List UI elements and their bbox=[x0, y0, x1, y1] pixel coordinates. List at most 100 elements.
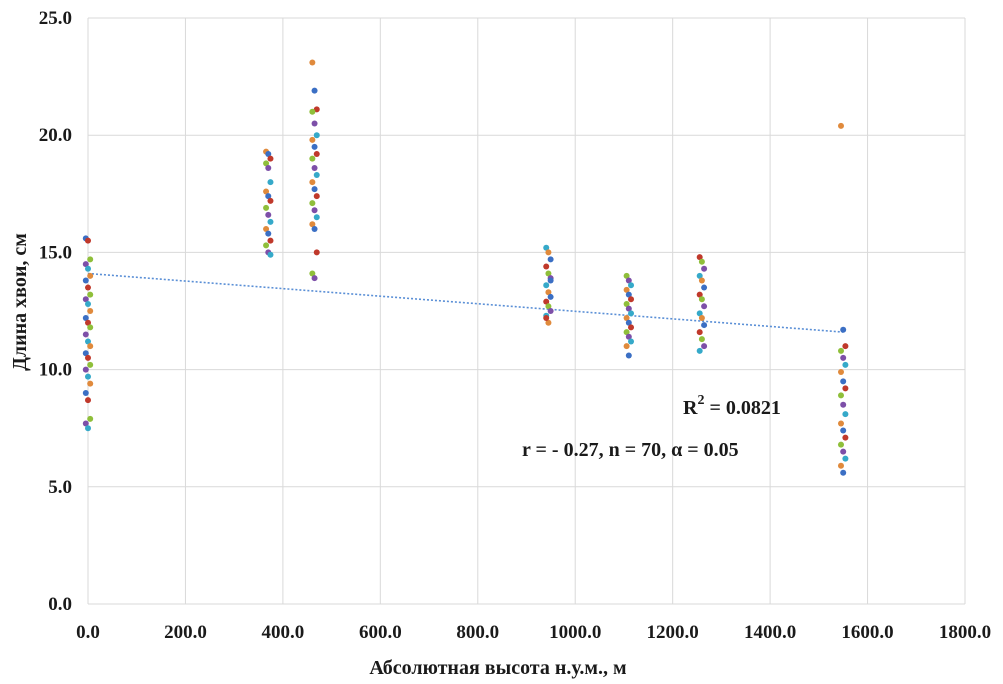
x-tick-label: 1000.0 bbox=[549, 622, 601, 643]
data-point bbox=[309, 59, 316, 66]
data-point bbox=[837, 368, 844, 375]
data-point bbox=[623, 329, 630, 336]
x-tick-label: 800.0 bbox=[456, 622, 499, 643]
data-point bbox=[698, 258, 705, 265]
data-point bbox=[265, 211, 272, 218]
data-point bbox=[837, 392, 844, 399]
data-point bbox=[842, 411, 849, 418]
data-point bbox=[85, 284, 91, 291]
data-point bbox=[309, 179, 316, 186]
data-point bbox=[85, 300, 91, 307]
data-point bbox=[837, 420, 844, 427]
data-point bbox=[267, 218, 274, 225]
r2-label: R bbox=[683, 397, 698, 419]
data-point bbox=[840, 401, 847, 408]
data-point bbox=[87, 415, 94, 422]
x-axis-title: Абсолютная высота н.у.м., м bbox=[369, 657, 626, 679]
data-point bbox=[698, 296, 705, 303]
data-point bbox=[309, 221, 316, 228]
data-point bbox=[545, 319, 552, 326]
data-point bbox=[85, 237, 91, 244]
data-point bbox=[625, 291, 632, 298]
data-point bbox=[87, 343, 94, 350]
data-point bbox=[82, 315, 89, 322]
data-point bbox=[267, 251, 274, 258]
data-point bbox=[628, 310, 635, 317]
data-point bbox=[625, 319, 632, 326]
data-point bbox=[547, 308, 554, 314]
data-point bbox=[82, 420, 89, 427]
x-tick-label: 1400.0 bbox=[744, 622, 796, 643]
data-point bbox=[842, 434, 849, 441]
data-point bbox=[842, 361, 849, 368]
data-point bbox=[696, 329, 703, 336]
data-point bbox=[840, 378, 847, 385]
data-point bbox=[837, 462, 844, 469]
data-point bbox=[313, 214, 320, 221]
data-point bbox=[313, 172, 320, 179]
data-point bbox=[313, 249, 320, 256]
data-point bbox=[840, 326, 847, 333]
data-point bbox=[313, 132, 320, 139]
data-point bbox=[701, 265, 708, 272]
data-point bbox=[82, 296, 89, 303]
data-point bbox=[623, 272, 630, 279]
data-point bbox=[701, 303, 708, 310]
data-point bbox=[265, 230, 272, 237]
data-point bbox=[313, 106, 320, 113]
r2-value: = 0.0821 bbox=[704, 397, 780, 419]
data-point bbox=[701, 343, 708, 350]
data-point bbox=[842, 455, 849, 462]
data-point bbox=[309, 155, 316, 162]
data-point bbox=[701, 284, 708, 291]
data-point bbox=[545, 289, 552, 296]
data-point bbox=[263, 204, 270, 211]
data-point bbox=[696, 291, 703, 298]
x-tick-label: 1600.0 bbox=[841, 622, 893, 643]
data-point bbox=[840, 448, 847, 455]
x-tick-label: 1200.0 bbox=[647, 622, 699, 643]
data-point bbox=[309, 270, 316, 277]
data-point bbox=[82, 350, 89, 357]
data-point bbox=[85, 265, 91, 272]
data-point bbox=[267, 197, 274, 204]
data-point bbox=[87, 324, 94, 331]
data-point bbox=[311, 207, 318, 214]
data-point bbox=[545, 270, 552, 277]
data-point bbox=[623, 300, 630, 307]
data-point bbox=[840, 427, 847, 434]
data-point bbox=[263, 188, 270, 195]
data-point bbox=[628, 282, 635, 289]
x-tick-label: 1800.0 bbox=[939, 622, 991, 643]
data-point bbox=[311, 275, 318, 282]
data-point bbox=[623, 343, 630, 350]
data-point bbox=[263, 225, 270, 232]
stats-annotation: r = - 0.27, n = 70, α = 0.05 bbox=[522, 439, 739, 461]
data-point bbox=[311, 165, 318, 172]
data-point bbox=[698, 277, 705, 284]
data-point bbox=[82, 277, 89, 284]
x-axis-ticks: 0.0 200.0 400.0 600.0 800.0 1000.0 1200.0 1400.… bbox=[76, 622, 991, 643]
data-point bbox=[696, 272, 703, 279]
data-point bbox=[263, 160, 270, 167]
data-point bbox=[545, 249, 552, 256]
r-squared-annotation: R2 = 0.0821 bbox=[683, 393, 781, 419]
data-point bbox=[263, 242, 270, 249]
data-point bbox=[842, 343, 849, 350]
y-tick-label: 10.0 bbox=[39, 360, 72, 381]
data-point bbox=[701, 322, 708, 329]
data-point bbox=[82, 366, 89, 373]
data-point bbox=[543, 244, 550, 251]
x-tick-label: 200.0 bbox=[164, 622, 207, 643]
y-tick-label: 0.0 bbox=[48, 594, 72, 615]
data-point bbox=[625, 277, 632, 284]
data-point bbox=[547, 256, 554, 263]
data-point bbox=[543, 298, 550, 305]
data-point bbox=[265, 193, 272, 200]
data-point bbox=[696, 347, 703, 354]
data-point bbox=[87, 308, 94, 314]
data-point bbox=[698, 336, 705, 343]
data-point bbox=[623, 315, 630, 322]
y-tick-label: 15.0 bbox=[39, 242, 72, 263]
y-tick-label: 20.0 bbox=[39, 125, 72, 146]
